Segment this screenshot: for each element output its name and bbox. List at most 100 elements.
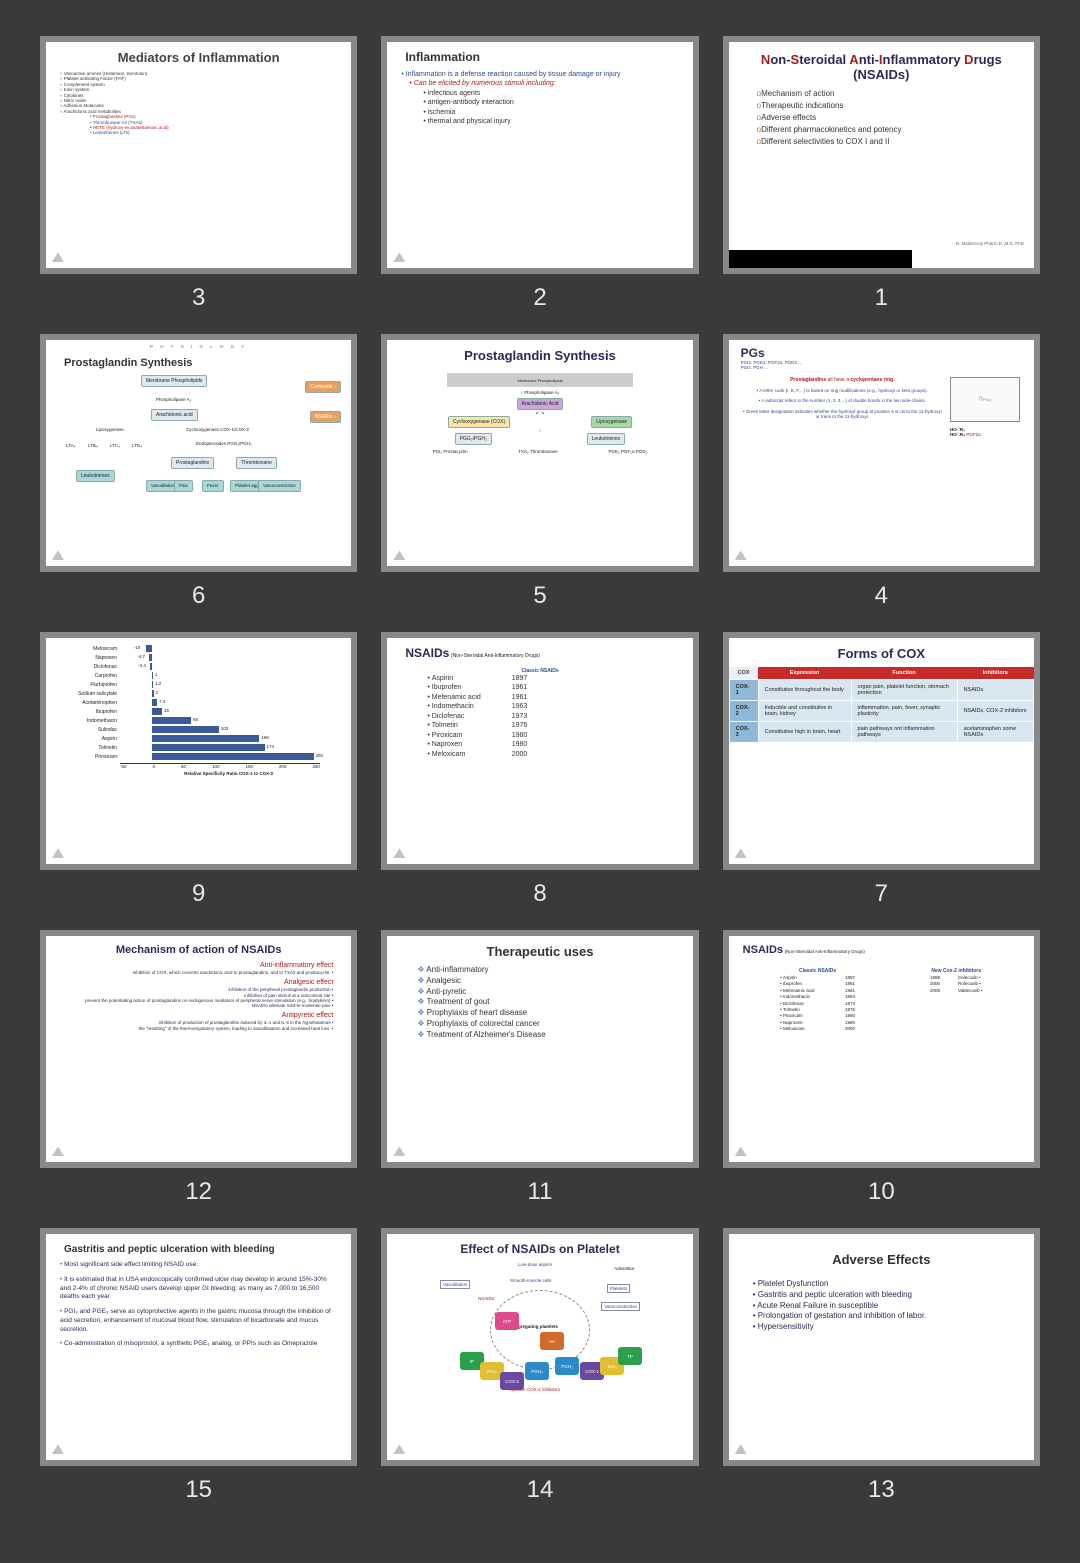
- cycle-label: Smooth-muscle cells: [510, 1278, 552, 1283]
- diagram-box: Leukotrienes: [76, 470, 115, 482]
- table-cell: Constitutive high in brain, heart: [758, 722, 851, 743]
- slide-thumbnail-6[interactable]: P H Y S I O L O G Y Prostaglandin Synthes…: [40, 334, 357, 610]
- bar-label: Aspirin: [60, 736, 120, 742]
- bar: [152, 753, 313, 760]
- red-line: Prostaglandins all have a cyclopentane r…: [741, 377, 944, 383]
- bar-label: Flurbiprofen: [60, 682, 120, 688]
- slide-number: 15: [185, 1476, 212, 1504]
- drug-row: • Tolmetin1976: [780, 1007, 855, 1012]
- slide-thumbnail-15[interactable]: Gastritis and peptic ulceration with ble…: [40, 1228, 357, 1504]
- slide-thumbnail-2[interactable]: Inflammation• Inflammation is a defense …: [381, 36, 698, 312]
- bar-value: -3.4: [138, 663, 146, 668]
- bar: [152, 744, 264, 751]
- bar: [152, 735, 259, 742]
- slide-content: Mechanism of action of NSAIDsAnti-inflam…: [40, 930, 357, 1168]
- bullet: oTherapeutic indications: [757, 100, 1020, 112]
- slide-content: Gastritis and peptic ulceration with ble…: [40, 1228, 357, 1466]
- drug-row: • Mefenamic acid1961: [427, 693, 678, 702]
- slide-number: 10: [868, 1178, 895, 1206]
- tick: 250: [312, 764, 320, 769]
- bar-label: Acetaminophen: [60, 700, 120, 706]
- subtitle: (Non-Steroidal Anti-Inflammatory Drugs): [451, 653, 540, 659]
- tick: 100: [212, 764, 220, 769]
- bar-value: 7.4: [159, 699, 165, 704]
- platelet-cycle: VasodilationLow-dose aspirinAdventitiaSm…: [440, 1262, 640, 1392]
- tick: 0: [152, 764, 155, 769]
- slide-content: Inflammation• Inflammation is a defense …: [381, 36, 698, 274]
- diagram-label: Lipoxygenase: [96, 427, 124, 432]
- slide-number: 5: [533, 582, 546, 610]
- bar: [152, 672, 153, 679]
- slide-thumbnail-9[interactable]: Meloxicam-10Naproxen-4.7Diclofenac-3.4Ca…: [40, 632, 357, 908]
- slide-thumbnail-8[interactable]: NSAIDs (Non-Steroidal Anti-Inflammatory …: [381, 632, 698, 908]
- bar-label: Diclofenac: [60, 664, 120, 670]
- drug-row: • Tolmetin1976: [427, 721, 678, 730]
- slide-title: NSAIDs: [743, 944, 783, 956]
- x-axis: -50050100150200250: [120, 763, 320, 769]
- diagram-box: Arachidonic acid: [151, 409, 198, 421]
- lead: • Inflammation is a defense reaction cau…: [401, 70, 678, 79]
- diagram-box: Membrane Phospholipids: [447, 373, 632, 387]
- section-line: the "resetting" of the thermoregulatory …: [64, 1026, 333, 1031]
- slide-thumbnail-10[interactable]: NSAIDs (Non-Steroidal Anti-Inflammatory …: [723, 930, 1040, 1206]
- slide-title: Therapeutic uses: [391, 944, 688, 959]
- slide-content: P H Y S I O L O G Y Prostaglandin Synthes…: [40, 334, 357, 572]
- slide-content: Forms of COXCOXExpressionFunctionInhibit…: [723, 632, 1040, 870]
- table-cell: NSAIDs, COX-2 inhibitors: [957, 701, 1033, 722]
- slide-thumbnail-12[interactable]: Mechanism of action of NSAIDsAnti-inflam…: [40, 930, 357, 1206]
- sub-bullet: • Leukotrienes (LTs): [60, 130, 337, 135]
- tick: 200: [279, 764, 287, 769]
- credit: N. MalekGorji Pharm.D. M.D. PhD: [956, 241, 1024, 246]
- bullet: ❖ Prophylaxis of heart disease: [417, 1008, 678, 1019]
- bar-row: Tolmetin174: [60, 743, 337, 752]
- bullet: • Gastritis and peptic ulceration with b…: [753, 1290, 1010, 1301]
- slide-title: PGs: [741, 346, 1022, 360]
- slide-thumbnail-4[interactable]: PGsPGI2, PGE2, PGF2α, PGD2 ...PGG, PGH .…: [723, 334, 1040, 610]
- slide-content: Effect of NSAIDs on PlateletVasodilation…: [381, 1228, 698, 1466]
- slide-content: Adverse Effects• Platelet Dysfunction• G…: [723, 1228, 1040, 1466]
- diagram-box: Membrane Phospholipids: [141, 375, 207, 387]
- cycle-node: PGH₂: [525, 1362, 549, 1380]
- bar-row: Sulindac103: [60, 725, 337, 734]
- tick: 150: [245, 764, 253, 769]
- diagram-box: Vasoconstriction: [258, 480, 301, 491]
- slide-title: Prostaglandin Synthesis: [50, 357, 347, 369]
- slide-content: Mediators of Inflammation» Vasoactive am…: [40, 36, 357, 274]
- slide-thumbnail-14[interactable]: Effect of NSAIDs on PlateletVasodilation…: [381, 1228, 698, 1504]
- slide-sorter-grid: Non-Steroidal Anti-Inflammatory Drugs (N…: [0, 0, 1080, 1524]
- bullet: • antigen-antibody interaction: [401, 98, 678, 107]
- slide-thumbnail-11[interactable]: Therapeutic uses❖ Anti-inflammatory❖ Ana…: [381, 930, 698, 1206]
- slide-number: 11: [528, 1178, 553, 1206]
- subtitle: P H Y S I O L O G Y: [46, 344, 351, 349]
- bar: [152, 708, 162, 715]
- paragraph: • It is estimated that in USA endoscopic…: [60, 1276, 337, 1302]
- slide-content: Prostaglandin SynthesisMembrane Phosphol…: [381, 334, 698, 572]
- slide-thumbnail-13[interactable]: Adverse Effects• Platelet Dysfunction• G…: [723, 1228, 1040, 1504]
- slide-thumbnail-7[interactable]: Forms of COXCOXExpressionFunctionInhibit…: [723, 632, 1040, 908]
- slide-thumbnail-1[interactable]: Non-Steroidal Anti-Inflammatory Drugs (N…: [723, 36, 1040, 312]
- diagram-box: Thromboxane: [236, 457, 277, 469]
- bar-value: 103: [221, 726, 229, 731]
- diagram-label: LTC₄: [110, 443, 120, 448]
- slide-thumbnail-3[interactable]: Mediators of Inflammation» Vasoactive am…: [40, 36, 357, 312]
- bar-label: Indomethacin: [60, 718, 120, 724]
- footer-stripe: [729, 250, 1034, 268]
- diagram-label: LTA₄: [66, 443, 75, 448]
- section-line: NSAIDs alleviate mild-to-moderate pain •: [64, 1003, 333, 1008]
- bar: [152, 717, 191, 724]
- bar-label: Tolmetin: [60, 745, 120, 751]
- slide-thumbnail-5[interactable]: Prostaglandin SynthesisMembrane Phosphol…: [381, 334, 698, 610]
- point: • A letter code (I, E, F,...) is based o…: [741, 388, 944, 393]
- bar-label: Carprofen: [60, 673, 120, 679]
- diagram-box: NSAIDs ↓: [310, 411, 342, 423]
- drug-row: • Naproxen1980: [427, 740, 678, 749]
- slide-content: PGsPGI2, PGE2, PGF2α, PGD2 ...PGG, PGH .…: [723, 334, 1040, 572]
- bar-row: Naproxen-4.7: [60, 653, 337, 662]
- table-cell: Constitutive throughout the body: [758, 680, 851, 701]
- bar: [152, 681, 153, 688]
- table-header: Inhibitors: [957, 667, 1033, 680]
- cycle-node: COX-2: [500, 1372, 524, 1390]
- table-cell: Inducible and constitutive in brain, kid…: [758, 701, 851, 722]
- slide-number: 14: [527, 1476, 554, 1504]
- bullet: • ischemia: [401, 108, 678, 117]
